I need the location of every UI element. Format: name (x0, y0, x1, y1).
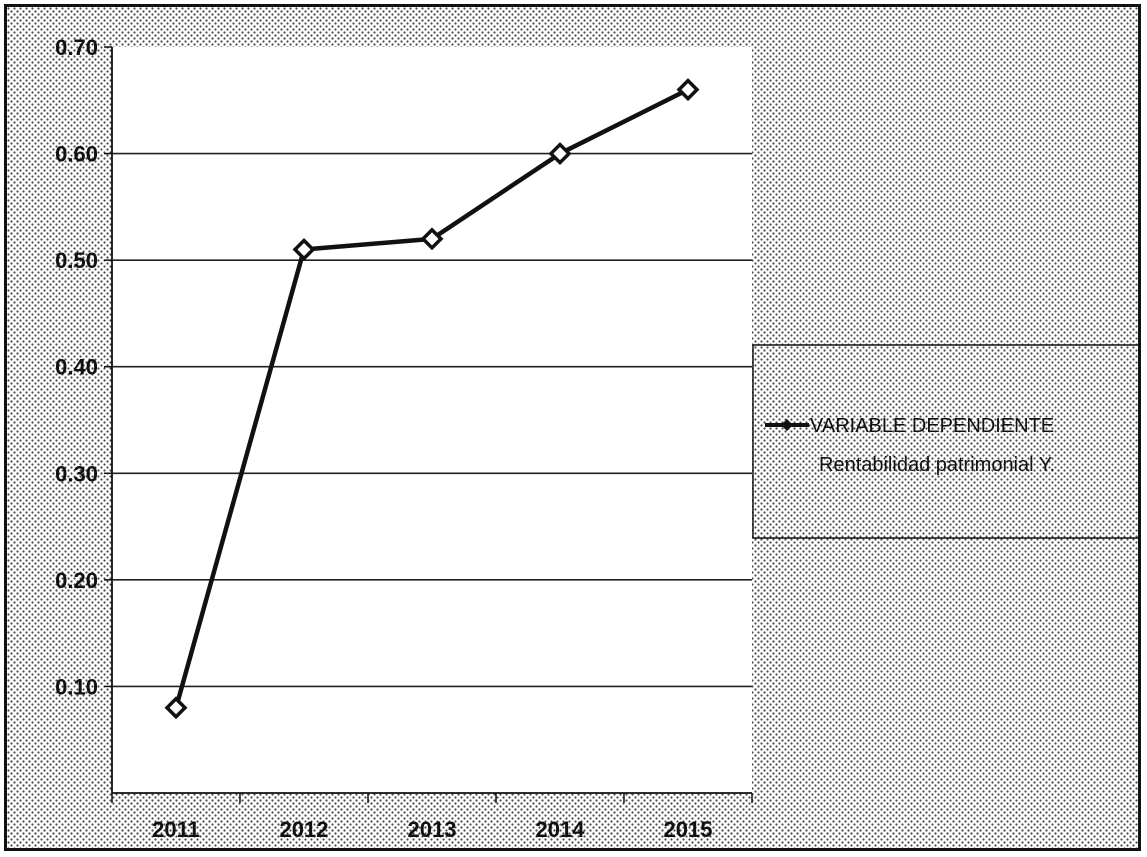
y-tick-label: 0.70 (55, 35, 98, 60)
y-tick-label: 0.20 (55, 568, 98, 593)
y-tick-label: 0.10 (55, 674, 98, 699)
x-tick-label: 2014 (536, 817, 586, 842)
x-tick-label: 2011 (152, 817, 200, 842)
line-chart: 0.10 0.20 0.30 0.40 0.50 0.60 0.70 2011 2012 2013… (7, 7, 1141, 851)
y-tick-label: 0.60 (55, 142, 98, 167)
legend: VARIABLE DEPENDIENTE Rentabilidad patrim… (753, 345, 1141, 538)
y-tick-label: 0.50 (55, 248, 98, 273)
plot-area (112, 47, 752, 793)
y-tick-label: 0.40 (55, 355, 98, 380)
x-tick-label: 2013 (408, 817, 457, 842)
y-tick-label: 0.30 (55, 461, 98, 486)
x-tick-label: 2012 (280, 817, 329, 842)
legend-label-line1: VARIABLE DEPENDIENTE (810, 415, 1054, 437)
legend-label-line2: Rentabilidad patrimonial Y. (819, 454, 1055, 476)
chart-frame: 0.10 0.20 0.30 0.40 0.50 0.60 0.70 2011 2012 2013… (4, 4, 1141, 851)
x-tick-label: 2015 (664, 817, 713, 842)
legend-box (753, 345, 1141, 538)
